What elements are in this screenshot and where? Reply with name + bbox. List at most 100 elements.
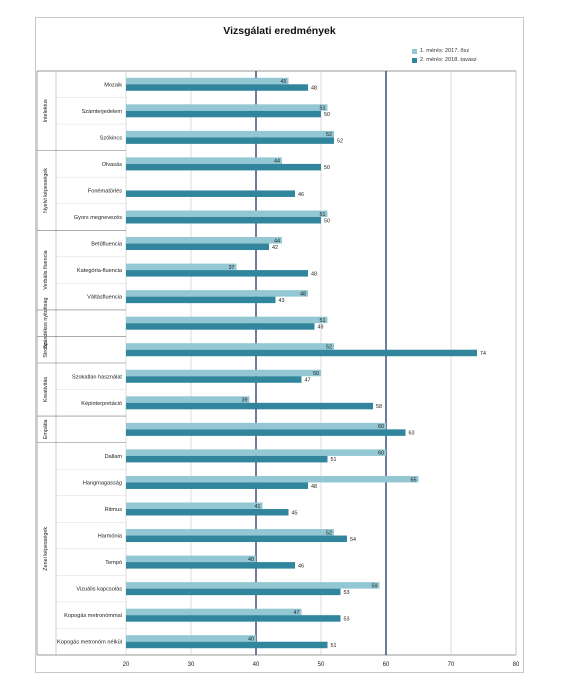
group-label: Stroop — [43, 342, 49, 358]
bar-series-2 — [126, 349, 477, 357]
legend-swatch-series-1 — [412, 48, 417, 54]
data-label: 50 — [324, 112, 330, 118]
bar-series-2 — [126, 270, 308, 277]
x-tick-label: 70 — [448, 662, 455, 668]
data-label: 53 — [344, 616, 350, 622]
bar-series-2 — [126, 455, 328, 463]
category-label: Képinterpretáció — [81, 401, 122, 407]
group-label: Kreativitás — [43, 377, 49, 402]
data-label: 51 — [320, 106, 326, 112]
x-tick-label: 60 — [383, 662, 390, 668]
x-tick-label: 80 — [513, 662, 520, 668]
data-label: 47 — [305, 378, 311, 384]
category-label: Számterjedelem — [82, 109, 123, 115]
bar-series-2 — [126, 243, 269, 251]
data-label: 45 — [281, 79, 287, 85]
bar-series-1 — [126, 104, 328, 111]
bar-series-2 — [126, 296, 276, 304]
bar-series-2 — [126, 402, 373, 410]
bar-series-2 — [126, 217, 321, 224]
bar-series-1 — [126, 316, 328, 324]
x-tick-label: 50 — [318, 662, 325, 668]
bar-series-1 — [126, 290, 308, 297]
category-label: Ritmus — [105, 507, 123, 513]
data-label: 60 — [378, 451, 384, 457]
group-label: Verbális fluencia — [43, 250, 49, 289]
legend-item-series-2: 2. mérés: 2018. tavasz — [412, 57, 477, 63]
data-label: 42 — [272, 245, 278, 251]
data-label: 54 — [350, 537, 356, 543]
data-label: 48 — [300, 291, 306, 297]
category-label: Váltásfluencia — [87, 295, 123, 301]
bar-series-2 — [126, 84, 308, 91]
data-label: 47 — [294, 610, 300, 616]
data-label: 52 — [326, 530, 332, 536]
data-label: 63 — [409, 431, 415, 437]
x-tick-label: 20 — [123, 662, 130, 668]
data-label: 51 — [320, 212, 326, 218]
bar-series-2 — [126, 429, 406, 436]
data-label: 48 — [311, 86, 317, 92]
data-label: 49 — [318, 324, 324, 330]
legend-label-series-1: 1. mérés: 2017. ősz — [420, 48, 470, 54]
category-label: Tempó — [105, 560, 122, 566]
bar-series-1 — [126, 475, 419, 483]
data-label: 52 — [337, 139, 343, 145]
bar-series-1 — [126, 263, 237, 271]
category-label: Olvasás — [102, 162, 122, 168]
legend-label-series-2: 2. mérés: 2018. tavasz — [420, 57, 477, 63]
data-label: 48 — [311, 271, 317, 277]
group-label: Zenei képességek — [43, 527, 49, 571]
data-label: 52 — [326, 132, 332, 138]
data-label: 50 — [313, 371, 319, 377]
group-label: Intelektus — [43, 99, 49, 122]
data-label: 52 — [326, 345, 332, 351]
category-label: Dallam — [105, 454, 123, 460]
bar-series-2 — [126, 482, 308, 489]
category-label: Fonématörlés — [88, 188, 122, 194]
bar-series-1 — [126, 582, 380, 589]
group-label: Empátia — [43, 419, 49, 439]
data-label: 40 — [248, 637, 254, 643]
bar-series-2 — [126, 509, 289, 516]
data-label: 74 — [480, 351, 486, 357]
x-tick-label: 40 — [253, 662, 260, 668]
bar-series-1 — [126, 210, 328, 217]
category-label: Kategória-fluencia — [77, 268, 123, 274]
data-label: 59 — [372, 583, 378, 589]
bar-series-1 — [126, 529, 334, 536]
data-label: 51 — [331, 457, 337, 463]
bar-series-2 — [126, 323, 315, 330]
bar-series-2 — [126, 137, 334, 144]
data-label: 39 — [242, 398, 248, 404]
bar-series-1 — [126, 635, 256, 642]
bar-series-2 — [126, 376, 302, 383]
data-label: 44 — [274, 238, 280, 244]
bar-series-1 — [126, 157, 282, 164]
data-label: 58 — [376, 404, 382, 410]
category-label: Mozaik — [104, 82, 122, 88]
category-label: Harmónia — [98, 534, 123, 540]
data-label: 65 — [411, 477, 417, 483]
bar-series-2 — [126, 535, 347, 543]
bar-series-2 — [126, 562, 295, 569]
x-tick-label: 30 — [188, 662, 195, 668]
category-label: Szokatlan használat — [72, 374, 123, 380]
category-label: Kopogás metronómmal — [64, 613, 122, 619]
bar-series-2 — [126, 163, 321, 171]
bar-series-1 — [126, 369, 321, 377]
data-label: 50 — [324, 218, 330, 224]
legend-swatch-series-2 — [412, 57, 417, 63]
group-label: Nyelvi képességek — [43, 168, 49, 213]
bar-series-2 — [126, 190, 295, 197]
data-label: 45 — [292, 510, 298, 516]
bar-series-1 — [126, 555, 256, 563]
bar-series-2 — [126, 641, 328, 649]
bar-series-1 — [126, 608, 302, 616]
legend-item-series-1: 1. mérés: 2017. ősz — [412, 48, 469, 54]
bar-series-1 — [126, 502, 263, 509]
bar-series-1 — [126, 77, 289, 85]
category-label: Betűfluencia — [91, 242, 123, 248]
data-label: 44 — [274, 159, 280, 165]
